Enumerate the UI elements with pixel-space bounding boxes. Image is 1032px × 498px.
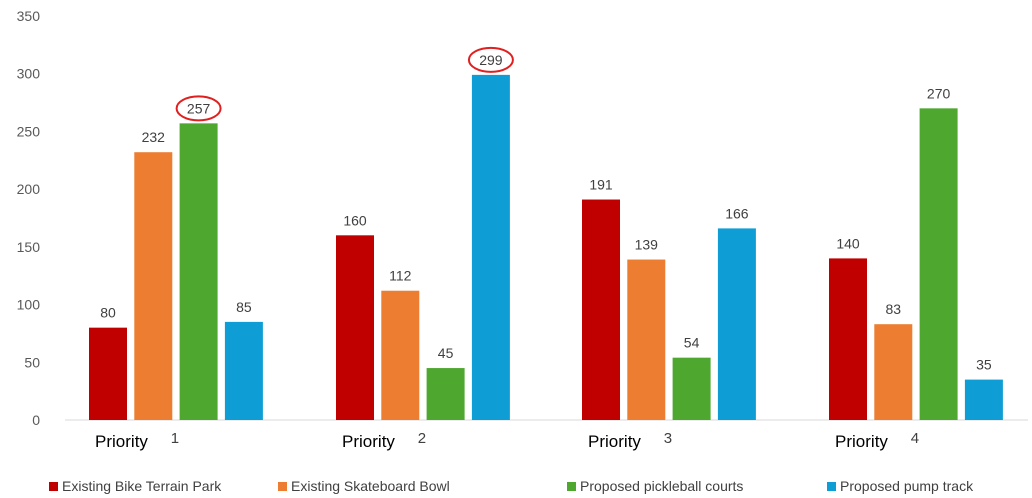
legend-swatch bbox=[49, 482, 58, 491]
highlight-circle bbox=[467, 46, 514, 73]
data-label: 112 bbox=[389, 268, 412, 284]
bar bbox=[874, 324, 913, 420]
x-category-label: Priority bbox=[835, 432, 888, 451]
bar bbox=[717, 228, 756, 420]
y-tick-label: 150 bbox=[17, 239, 41, 255]
y-tick-label: 300 bbox=[17, 66, 41, 82]
x-axis: Priority 1 Priority 2 Priority 3 Priority 4 bbox=[65, 419, 1028, 451]
legend-swatch bbox=[827, 482, 836, 491]
bar bbox=[426, 368, 465, 420]
y-tick-label: 50 bbox=[24, 354, 40, 370]
legend-label: Proposed pump track bbox=[840, 478, 974, 494]
data-label: 139 bbox=[635, 237, 659, 253]
data-label: 140 bbox=[836, 235, 860, 251]
data-label: 45 bbox=[438, 345, 454, 361]
legend-label: Proposed pickleball courts bbox=[580, 478, 743, 494]
y-tick-label: 0 bbox=[32, 412, 40, 428]
y-tick-label: 200 bbox=[17, 181, 41, 197]
bar bbox=[672, 357, 711, 420]
legend-swatch bbox=[278, 482, 287, 491]
data-label: 54 bbox=[684, 335, 700, 351]
data-label: 35 bbox=[976, 357, 992, 373]
bars bbox=[89, 74, 1003, 421]
bar bbox=[134, 152, 173, 420]
bar bbox=[582, 199, 620, 420]
bar bbox=[224, 321, 263, 420]
data-label: 160 bbox=[343, 212, 367, 228]
bar bbox=[336, 235, 374, 420]
x-category-number: 2 bbox=[418, 430, 426, 447]
legend: Existing Bike Terrain Park Existing Skate… bbox=[49, 478, 974, 494]
legend-label: Existing Skateboard Bowl bbox=[291, 478, 450, 494]
data-label: 270 bbox=[927, 85, 951, 101]
data-labels: 80 160 191 140 232 112 139 83 257 45 54 270 85 299 166… bbox=[100, 52, 992, 373]
y-tick-label: 100 bbox=[17, 297, 41, 313]
highlight-circle bbox=[175, 95, 222, 122]
data-label: 80 bbox=[100, 305, 116, 321]
y-tick-label: 350 bbox=[17, 8, 41, 24]
data-label: 299 bbox=[479, 52, 503, 68]
data-label: 166 bbox=[725, 205, 749, 221]
data-label: 191 bbox=[589, 177, 613, 193]
bar bbox=[89, 327, 127, 420]
x-category-label: Priority bbox=[342, 432, 395, 451]
bar bbox=[381, 290, 420, 420]
bar bbox=[919, 108, 958, 420]
data-label: 232 bbox=[142, 129, 166, 145]
data-label: 85 bbox=[236, 299, 252, 315]
x-category-label: Priority bbox=[95, 432, 148, 451]
bar bbox=[964, 379, 1003, 420]
y-axis: 0 50 100 150 200 250 300 350 bbox=[17, 8, 41, 428]
bar bbox=[471, 74, 510, 421]
x-category-number: 1 bbox=[171, 430, 179, 447]
annotations bbox=[175, 46, 514, 122]
bar bbox=[627, 259, 666, 420]
data-label: 83 bbox=[886, 301, 902, 317]
x-category-number: 4 bbox=[911, 430, 919, 447]
y-tick-label: 250 bbox=[17, 123, 41, 139]
x-category-label: Priority bbox=[588, 432, 641, 451]
data-label: 257 bbox=[187, 100, 211, 116]
bar bbox=[179, 123, 218, 420]
bar bbox=[829, 258, 867, 420]
x-category-number: 3 bbox=[664, 430, 672, 447]
legend-swatch bbox=[567, 482, 576, 491]
legend-label: Existing Bike Terrain Park bbox=[62, 478, 222, 494]
